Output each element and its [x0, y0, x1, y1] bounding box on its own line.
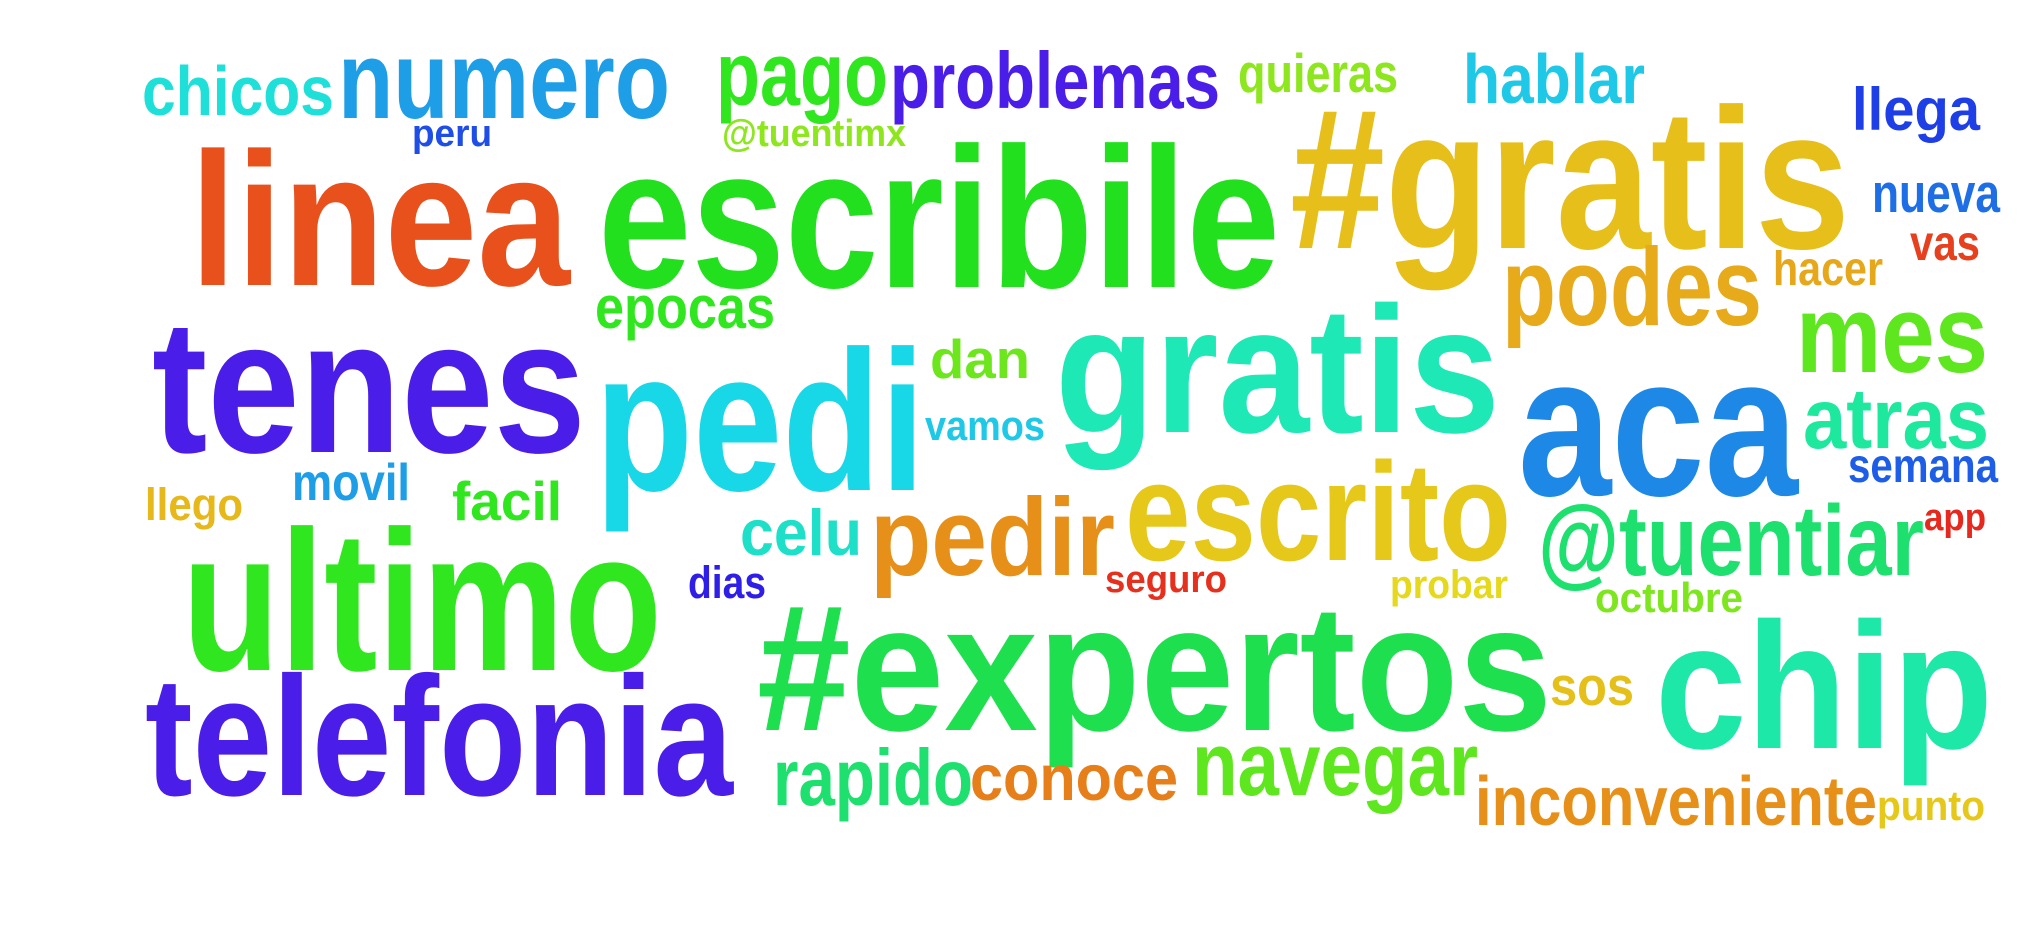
word-seguro: seguro: [1105, 559, 1227, 601]
word-llega: llega: [1852, 76, 1981, 143]
word-hacer: hacer: [1773, 243, 1883, 296]
word-gratis: gratis: [1055, 270, 1500, 471]
word-conoce: conoce: [970, 741, 1178, 814]
word-pedi: pedi: [595, 310, 925, 533]
word-gratis: #gratis: [1290, 68, 1850, 291]
word-nueva: nueva: [1872, 162, 2000, 224]
word-app: app: [1924, 497, 1986, 539]
word-pedir: pedir: [870, 476, 1115, 599]
word-escrito: escrito: [1125, 433, 1511, 590]
word-tenes: tenes: [152, 281, 586, 493]
word-aca: aca: [1518, 315, 1799, 538]
word-octubre: octubre: [1595, 574, 1743, 621]
word-tuentiar: @tuentiar: [1538, 485, 1924, 597]
word-podes: podes: [1502, 226, 1762, 349]
word-vas: vas: [1910, 215, 1980, 271]
word-numero: numero: [338, 19, 670, 142]
word-tuentimx: @tuentimx: [722, 113, 906, 155]
word-llego: llego: [145, 479, 243, 530]
word-chip: chip: [1655, 586, 1993, 787]
word-vamos: vamos: [925, 402, 1045, 449]
word-dan: dan: [930, 328, 1030, 390]
word-sos: sos: [1550, 655, 1634, 717]
word-atras: atras: [1803, 372, 1989, 467]
word-pago: pago: [716, 25, 888, 125]
word-movil: movil: [292, 454, 410, 512]
word-dias: dias: [688, 557, 766, 608]
word-quieras: quieras: [1238, 42, 1398, 104]
word-expertos: #expertos: [757, 568, 1552, 769]
word-rapido: rapido: [773, 733, 973, 822]
word-celu: celu: [740, 496, 862, 569]
word-problemas: problemas: [890, 36, 1220, 125]
word-navegar: navegar: [1192, 715, 1478, 815]
word-punto: punto: [1877, 782, 1985, 829]
word-linea: linea: [190, 114, 571, 326]
word-inconveniente: inconveniente: [1475, 762, 1877, 840]
word-ultimo: ultimo: [182, 490, 662, 713]
word-semana: semana: [1848, 440, 1998, 493]
word-epocas: epocas: [595, 274, 775, 341]
word-telefonia: telefonia: [145, 642, 734, 832]
word-facil: facil: [452, 470, 562, 532]
word-chicos: chicos: [142, 52, 334, 130]
word-hablar: hablar: [1463, 40, 1645, 118]
word-probar: probar: [1390, 563, 1508, 607]
word-mes: mes: [1796, 273, 1988, 396]
word-escribile: escribile: [598, 107, 1280, 330]
word-peru: peru: [412, 113, 492, 155]
